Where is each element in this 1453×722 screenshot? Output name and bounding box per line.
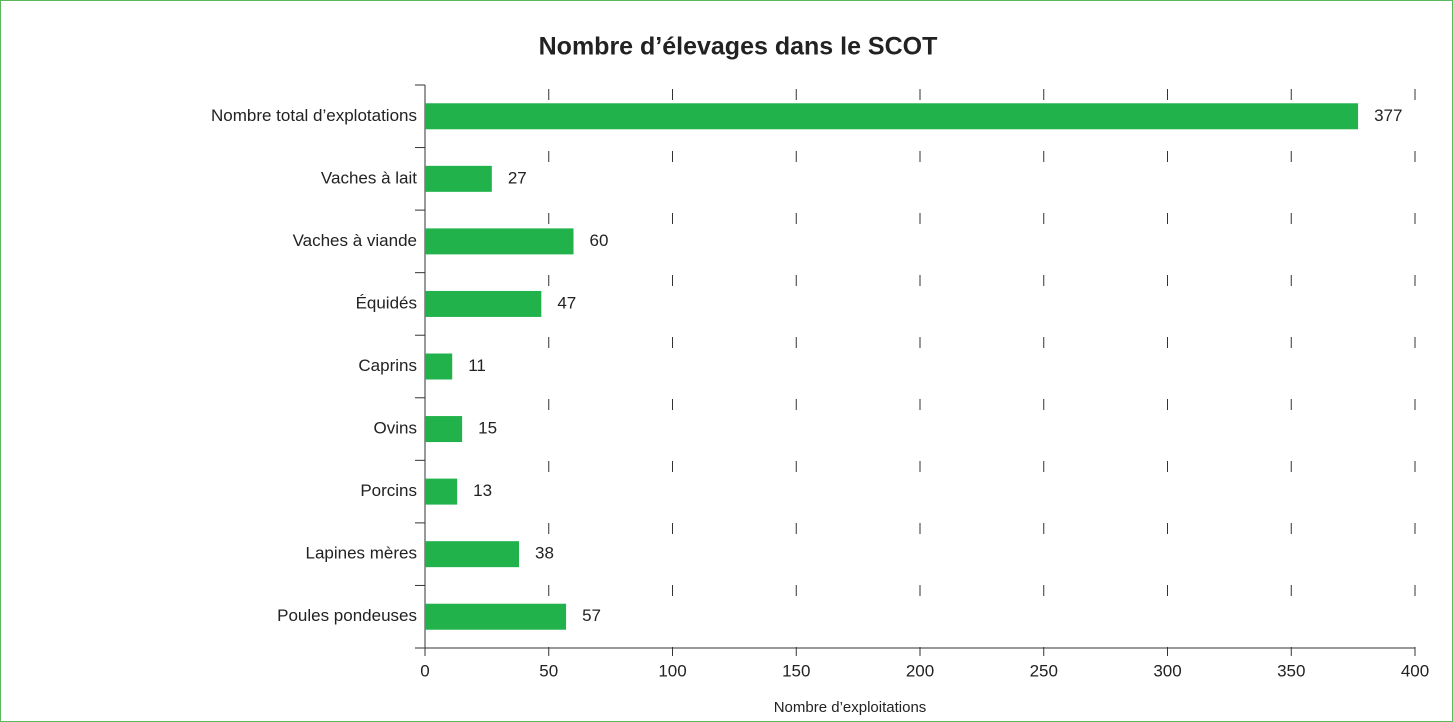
chart-title: Nombre d’élevages dans le SCOT [539,33,938,61]
bar [425,165,492,192]
bar [425,228,574,255]
value-label: 11 [468,356,486,375]
x-tick-label: 100 [658,661,686,680]
x-tick-label: 0 [420,661,429,680]
value-label: 57 [582,606,601,625]
y-tick-label: Poules pondeuses [277,606,417,625]
value-label: 38 [535,544,554,563]
bar [425,603,567,630]
value-label: 377 [1374,106,1402,125]
bar [425,290,542,317]
x-tick-label: 150 [782,661,810,680]
bar [425,478,458,505]
x-tick-label: 350 [1277,661,1305,680]
x-tick-label: 250 [1030,661,1058,680]
bar [425,103,1359,130]
value-label: 60 [590,231,609,250]
x-tick-label: 200 [906,661,934,680]
y-tick-label: Ovins [374,419,417,438]
y-tick-label: Lapines mères [305,544,417,563]
x-axis-label: Nombre d’exploitations [774,699,927,716]
y-tick-label: Vaches à viande [293,231,417,250]
value-label: 47 [557,293,576,312]
value-label: 15 [478,419,497,438]
value-label: 13 [473,481,492,500]
y-tick-label: Vaches à lait [321,168,417,187]
value-label: 27 [508,168,527,187]
x-tick-label: 400 [1401,661,1429,680]
y-tick-label: Porcins [360,481,417,500]
y-tick-label: Caprins [358,356,417,375]
bar [425,541,520,568]
x-tick-label: 300 [1153,661,1181,680]
y-tick-label: Nombre total d’explotations [211,106,417,125]
y-tick-label: Équidés [356,293,417,312]
x-tick-label: 50 [539,661,558,680]
bar [425,353,453,380]
bar [425,416,463,443]
